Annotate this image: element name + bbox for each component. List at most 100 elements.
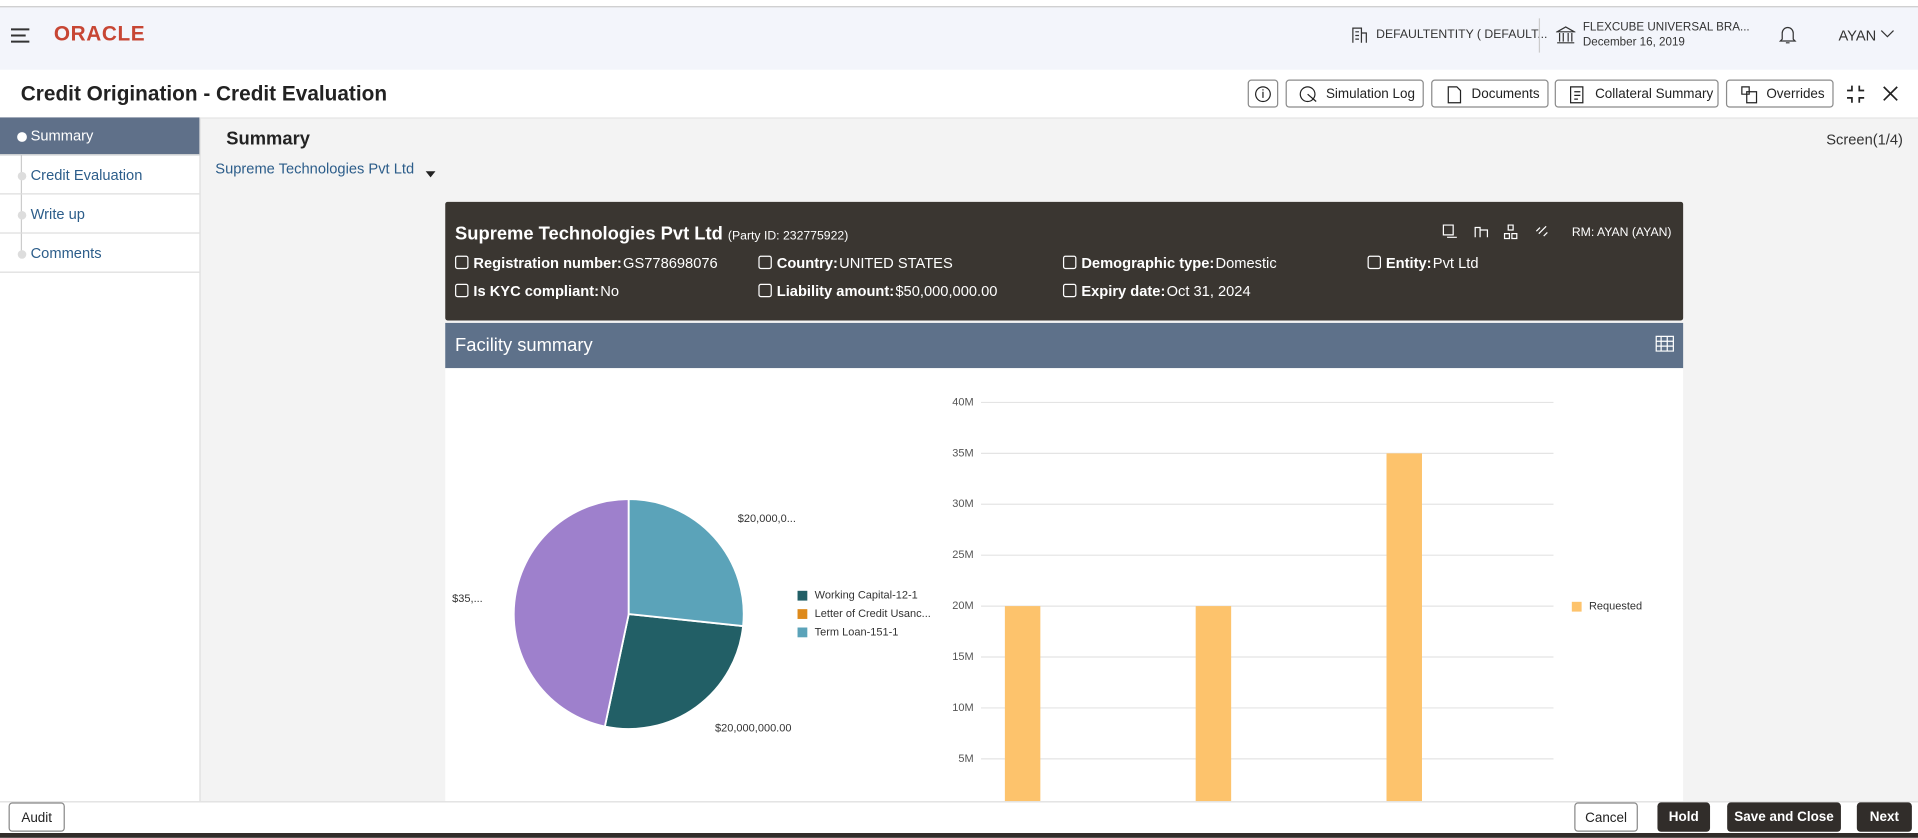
nav-dots: [17, 132, 27, 259]
bar: [1195, 606, 1232, 802]
notification-icon[interactable]: [1778, 24, 1797, 44]
y-tick-label: 10M: [952, 702, 973, 714]
y-tick-label: 15M: [952, 651, 973, 663]
side-nav: [0, 117, 201, 802]
info-button[interactable]: [1247, 79, 1279, 108]
party-id: (Party ID: 232775922): [727, 229, 849, 244]
cancel-button[interactable]: Cancel: [1574, 802, 1638, 832]
pie-slice: [603, 613, 745, 730]
bar: [1004, 606, 1041, 802]
field-value: UNITED STATES: [839, 254, 953, 272]
brand: ORACLE: [53, 22, 146, 46]
field-label: Demographic type:: [1081, 254, 1215, 272]
page-title: Credit Origination - Credit Evaluation: [20, 81, 388, 106]
nav-item[interactable]: Comments: [0, 235, 200, 273]
slice-label: $20,000,000.00: [715, 723, 791, 735]
top-strip: [0, 0, 1918, 7]
toolbar-button[interactable]: Overrides: [1725, 79, 1834, 108]
party-name-text: Supreme Technologies Pvt Ltd: [455, 223, 723, 245]
field-value: Oct 31, 2024: [1166, 282, 1251, 300]
legend-swatch: [797, 609, 808, 619]
field-value: Domestic: [1215, 254, 1277, 272]
y-tick-label: 30M: [952, 498, 973, 510]
field-label: Country:: [776, 254, 838, 272]
y-tick-label: 35M: [952, 447, 973, 459]
field-icon: [758, 283, 772, 298]
y-tick-label: 20M: [952, 600, 973, 612]
field-value: GS778698076: [623, 254, 718, 272]
toolbar-label: Documents: [1471, 86, 1540, 102]
field-value: $50,000,000.00: [895, 282, 998, 300]
field-label: Registration number:: [473, 254, 622, 272]
nav-item[interactable]: Write up: [0, 196, 200, 234]
user[interactable]: AYAN: [1838, 26, 1877, 45]
section-heading: Summary: [226, 128, 310, 150]
slice-label: $20,000,0...: [738, 513, 796, 525]
field-label: Liability amount:: [776, 282, 895, 300]
field-icon: [455, 283, 469, 298]
audit-button[interactable]: Audit: [8, 802, 65, 832]
nav-item[interactable]: Credit Evaluation: [0, 157, 200, 195]
party-field: Liability amount:$50,000,000.00: [758, 283, 997, 300]
user-chevron[interactable]: [1880, 29, 1895, 39]
party-field: Country:UNITED STATES: [758, 254, 953, 272]
grid-toggle[interactable]: [1655, 335, 1675, 352]
branch-date: December 16, 2019: [1582, 35, 1685, 49]
pie-slice: [627, 498, 745, 628]
field-value: Pvt Ltd: [1432, 254, 1479, 272]
field-icon: [1062, 255, 1077, 270]
slice-label: $35,...: [452, 593, 483, 605]
nav-track: [20, 136, 23, 255]
facility-charts: $20,000,000.00 $35,... $20,000,0... Working…: [452, 396, 1642, 802]
party-name: Supreme Technologies Pvt Ltd (Party ID: …: [455, 224, 848, 245]
screen-indicator: Screen(1/4): [1826, 130, 1903, 149]
legend-swatch: [797, 627, 808, 638]
y-tick-label: 5M: [958, 753, 973, 765]
party-card: [445, 201, 1684, 321]
legend-label: Requested: [1589, 601, 1642, 613]
party-field: Is KYC compliant:No: [455, 283, 619, 300]
pie-slice: [512, 498, 630, 728]
hold-button[interactable]: Hold: [1657, 802, 1711, 832]
bar: [1386, 453, 1422, 802]
y-tick-label: 25M: [952, 549, 973, 561]
nav-item[interactable]: Summary: [0, 117, 200, 156]
legend-swatch: [797, 590, 808, 601]
y-tick-label: 40M: [952, 396, 973, 408]
field-label: Entity:: [1385, 254, 1432, 272]
party-actions[interactable]: [1441, 223, 1557, 240]
next-button[interactable]: Next: [1856, 802, 1912, 832]
toolbar-button[interactable]: Documents: [1431, 79, 1549, 108]
toolbar-label: Collateral Summary: [1595, 86, 1714, 102]
party-field: Expiry date:Oct 31, 2024: [1062, 282, 1251, 300]
toolbar-button[interactable]: Collateral Summary: [1554, 79, 1719, 108]
party-select[interactable]: Supreme Technologies Pvt Ltd: [215, 160, 415, 178]
branch[interactable]: FLEXCUBE UNIVERSAL BRA...: [1582, 20, 1750, 35]
field-value: No: [600, 282, 619, 300]
branch-icon: [1555, 26, 1576, 44]
legend-label: Working Capital-12-1: [815, 590, 918, 602]
toolbar-label: Overrides: [1766, 86, 1825, 102]
party-field: Demographic type:Domestic: [1062, 254, 1277, 272]
footer-edge: [0, 833, 1918, 838]
party-field: Registration number:GS778698076: [455, 254, 718, 272]
entity[interactable]: DEFAULTENTITY ( DEFAULT...: [1376, 28, 1548, 42]
facility-header: [445, 322, 1684, 369]
field-icon: [758, 255, 772, 270]
legend-label: Letter of Credit Usanc...: [815, 608, 931, 620]
select-caret[interactable]: [424, 170, 436, 180]
party-field: Entity:Pvt Ltd: [1367, 254, 1479, 272]
save-close-button[interactable]: Save and Close: [1727, 802, 1841, 832]
legend-label: Term Loan-151-1: [815, 626, 899, 638]
field-icon: [1062, 283, 1077, 298]
field-label: Expiry date:: [1081, 282, 1166, 300]
field-icon: [455, 255, 469, 270]
menu-icon[interactable]: [10, 27, 32, 44]
window-controls[interactable]: [1845, 83, 1906, 105]
legend-swatch: [1571, 601, 1582, 612]
header: [0, 6, 1918, 73]
field-label: Is KYC compliant:: [473, 282, 599, 300]
toolbar-button[interactable]: Simulation Log: [1285, 79, 1424, 108]
